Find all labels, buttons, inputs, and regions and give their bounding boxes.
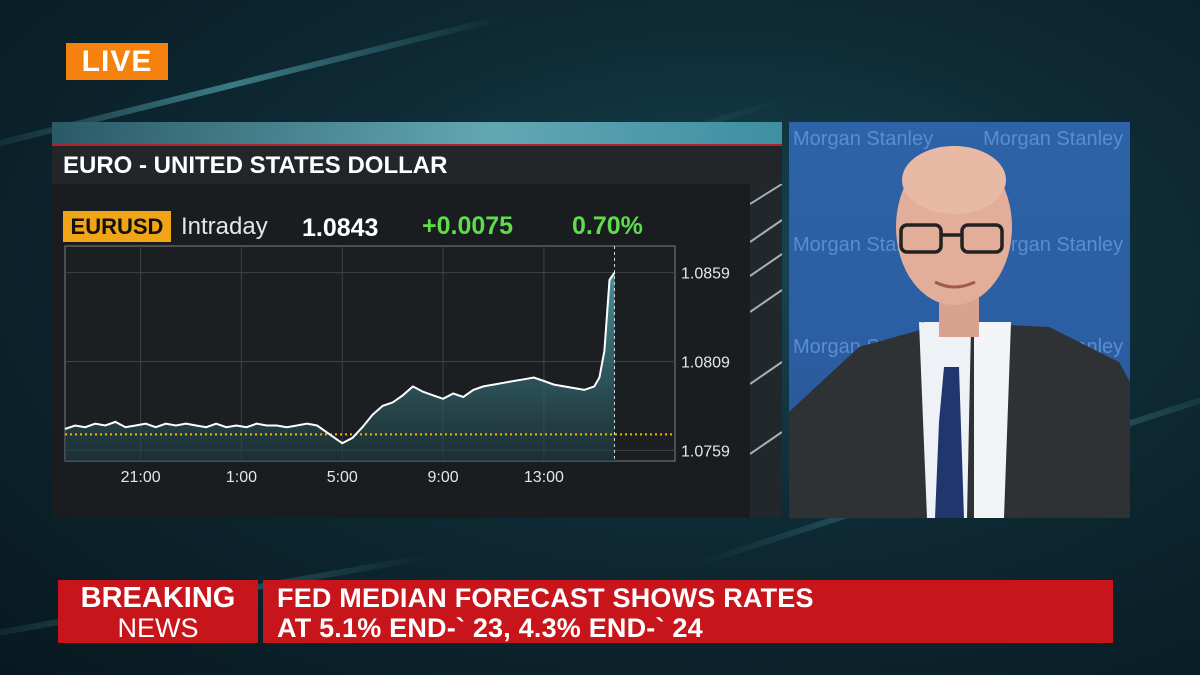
chart-title-bar: [52, 144, 782, 184]
y-tick-label: 1.0809: [681, 354, 730, 371]
net-change: +0.0075: [422, 212, 514, 240]
price-area: [65, 272, 615, 461]
chart-title: EURO - UNITED STATES DOLLAR: [63, 152, 448, 179]
intraday-chart: 21:00 1:00 5:00 9:00 13:00 1.0859 1.0809 1.0759: [64, 245, 730, 486]
x-tick-label: 5:00: [327, 469, 358, 486]
headline-banner: FED MEDIAN FORECAST SHOWS RATES AT 5.1% …: [263, 580, 1113, 643]
guest-video-feed: Morgan Stanley Morgan Stanley Morgan Sta…: [789, 122, 1130, 518]
y-tick-label: 1.0759: [681, 443, 730, 460]
panel-top-strip: [52, 122, 782, 144]
chart-panel: EURO - UNITED STATES DOLLAR EURUSD Intra…: [52, 122, 782, 518]
backdrop-logo-text: Morgan Stanley Morgan Stanley: [793, 128, 1124, 150]
last-price: 1.0843: [302, 214, 379, 242]
breaking-label-line1: BREAKING: [80, 582, 236, 614]
x-tick-label: 21:00: [121, 469, 161, 486]
headline-line2: AT 5.1% END-` 23, 4.3% END-` 24: [277, 613, 703, 643]
percent-change: 0.70%: [572, 212, 643, 240]
guest-person: [789, 146, 1130, 518]
ticker-badge: EURUSD: [63, 211, 171, 242]
period-label: Intraday: [181, 213, 268, 240]
x-tick-label: 9:00: [428, 469, 459, 486]
breaking-label-line2: NEWS: [117, 613, 199, 643]
price-line: [64, 272, 616, 445]
y-tick-label: 1.0859: [681, 266, 730, 283]
x-tick-label: 1:00: [226, 469, 257, 486]
breaking-news-label: BREAKING NEWS: [58, 580, 258, 643]
x-tick-label: 13:00: [524, 469, 564, 486]
live-badge: LIVE: [66, 43, 168, 80]
headline-line1: FED MEDIAN FORECAST SHOWS RATES: [277, 583, 814, 613]
panel-side-decoration: [750, 184, 782, 518]
